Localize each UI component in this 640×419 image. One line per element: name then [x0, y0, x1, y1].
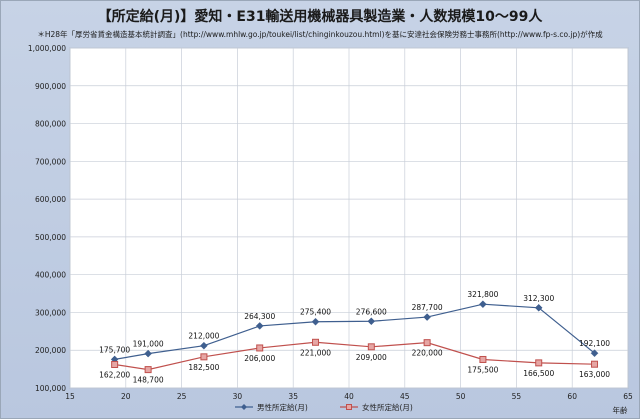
x-tick-label: 20 [121, 392, 131, 401]
y-tick-label: 600,000 [35, 195, 66, 204]
series-line [114, 303, 595, 360]
data-label: 264,300 [244, 312, 275, 321]
data-point [311, 317, 320, 326]
data-point [111, 361, 119, 369]
x-tick-label: 60 [567, 392, 577, 401]
x-tick-label: 65 [623, 392, 633, 401]
y-tick-label: 700,000 [35, 157, 66, 166]
data-label: 209,000 [356, 353, 387, 362]
x-tick-label: 50 [456, 392, 466, 401]
data-point [367, 317, 376, 326]
data-label: 206,000 [244, 354, 275, 363]
legend-item: 男性所定給(月) [235, 402, 308, 412]
y-axis-tick-labels: 100,000 200,000 300,000 400,000 500,000 600,0… [28, 44, 66, 393]
y-tick-label: 500,000 [35, 233, 66, 242]
x-axis-label: 年齢 [613, 405, 628, 415]
data-label: 287,700 [412, 303, 443, 312]
chart-title: 【所定給(月)】愛知・E31輸送用機械器具製造業・人数規模10～99人 [97, 9, 543, 25]
x-tick-label: 40 [344, 392, 354, 401]
data-point [534, 303, 543, 312]
gridlines [69, 47, 629, 389]
data-label: 175,500 [467, 365, 498, 374]
x-tick-label: 35 [288, 392, 298, 401]
y-tick-label: 300,000 [35, 308, 66, 317]
x-tick-label: 30 [233, 392, 243, 401]
data-point [144, 366, 152, 374]
data-point [367, 343, 375, 351]
legend-item: 女性所定給(月) [340, 402, 413, 412]
chart-source-note: ＊H28年「厚労省賃金構造基本統計調査」(http://www.mhlw.go.… [37, 30, 603, 39]
data-point [312, 338, 320, 346]
data-point [479, 355, 487, 363]
data-label: 312,300 [523, 294, 554, 303]
data-point [256, 344, 264, 352]
data-point [591, 360, 599, 368]
series-line [114, 341, 595, 371]
data-label: 321,800 [467, 290, 498, 299]
data-point [200, 353, 208, 361]
x-tick-label: 55 [512, 392, 522, 401]
legend-label: 男性所定給(月) [257, 402, 308, 412]
legend-marker [241, 404, 247, 410]
y-tick-label: 100,000 [35, 384, 66, 393]
data-label: 166,500 [523, 369, 554, 378]
y-tick-label: 1,000,000 [28, 44, 66, 53]
data-label: 212,000 [188, 332, 219, 341]
data-label: 192,100 [579, 339, 610, 348]
data-label: 175,700 [99, 345, 130, 354]
data-label: 276,600 [356, 307, 387, 316]
x-tick-label: 15 [65, 392, 75, 401]
legend-label: 女性所定給(月) [362, 402, 413, 412]
y-tick-label: 900,000 [35, 82, 66, 91]
data-label: 162,200 [99, 371, 130, 380]
data-point [144, 349, 152, 358]
data-point [255, 322, 264, 330]
x-axis-tick-labels: 15 20 25 30 35 40 45 50 55 60 65 [65, 392, 633, 401]
data-label: 148,700 [133, 376, 164, 385]
data-point [590, 349, 599, 358]
data-point [535, 359, 543, 367]
data-point [423, 339, 431, 347]
y-tick-label: 800,000 [35, 120, 66, 129]
y-tick-label: 400,000 [35, 271, 66, 280]
data-point [200, 341, 208, 350]
legend-marker [346, 404, 352, 410]
data-label: 220,000 [412, 349, 443, 358]
data-label: 163,000 [579, 370, 610, 379]
data-point [423, 313, 431, 321]
data-label: 275,400 [300, 308, 331, 317]
data-label: 182,500 [188, 363, 219, 372]
x-tick-label: 45 [400, 392, 410, 401]
data-point [479, 300, 487, 309]
data-label: 221,000 [300, 348, 331, 357]
legend: 男性所定給(月) 女性所定給(月) [235, 402, 413, 412]
x-tick-label: 25 [177, 392, 187, 401]
data-label: 191,000 [133, 340, 164, 349]
y-tick-label: 200,000 [35, 346, 66, 355]
